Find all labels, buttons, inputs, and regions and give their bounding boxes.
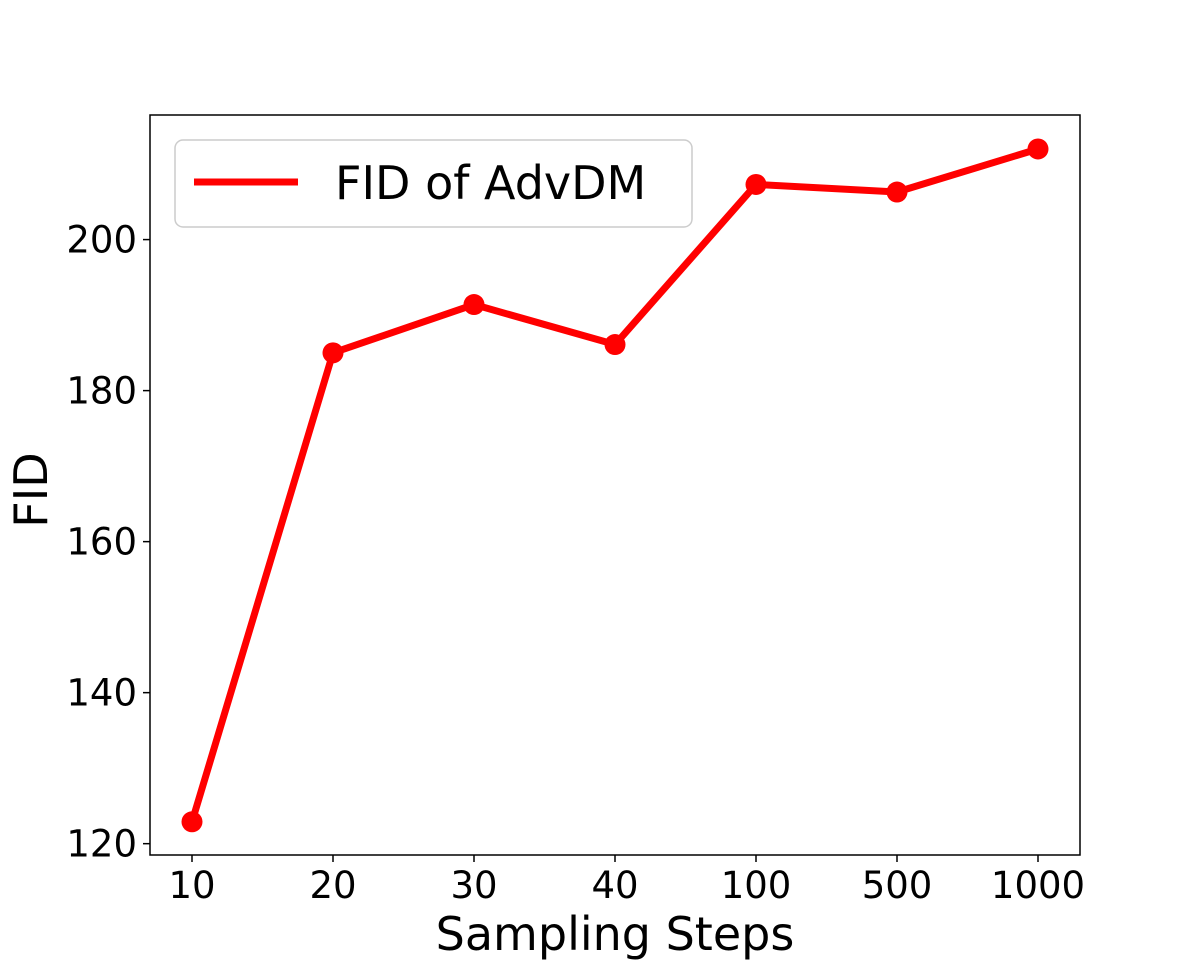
x-tick-label: 500: [862, 864, 933, 907]
plot-area: [150, 115, 1080, 855]
data-point: [886, 181, 908, 203]
series-layer: [181, 138, 1049, 833]
data-point: [322, 342, 344, 364]
x-axis-ticks: 10 20 30 40 100 500 1000: [168, 855, 1085, 907]
legend-label: FID of AdvDM: [335, 156, 646, 210]
x-tick-label: 100: [721, 864, 792, 907]
y-tick-label: 160: [66, 521, 137, 564]
y-axis-ticks: 120 140 160 180 200: [66, 219, 150, 866]
plot-frame: [149, 114, 1081, 856]
x-tick-label: 1000: [991, 864, 1085, 907]
y-tick-label: 180: [66, 370, 137, 413]
data-point: [463, 294, 485, 316]
x-tick-label: 30: [450, 864, 497, 907]
legend: FID of AdvDM: [174, 139, 693, 228]
y-tick-label: 200: [66, 219, 137, 262]
data-point: [604, 334, 626, 356]
data-point: [1027, 138, 1049, 160]
x-axis-label: Sampling Steps: [436, 907, 795, 960]
x-tick-label: 20: [309, 864, 356, 907]
legend-frame: [174, 139, 693, 228]
x-tick-label: 40: [591, 864, 638, 907]
data-point: [745, 173, 767, 195]
data-point: [181, 811, 203, 833]
y-tick-label: 120: [66, 823, 137, 866]
y-axis-label: FID: [4, 452, 58, 527]
y-tick-label: 140: [66, 672, 137, 715]
x-tick-label: 10: [168, 864, 215, 907]
